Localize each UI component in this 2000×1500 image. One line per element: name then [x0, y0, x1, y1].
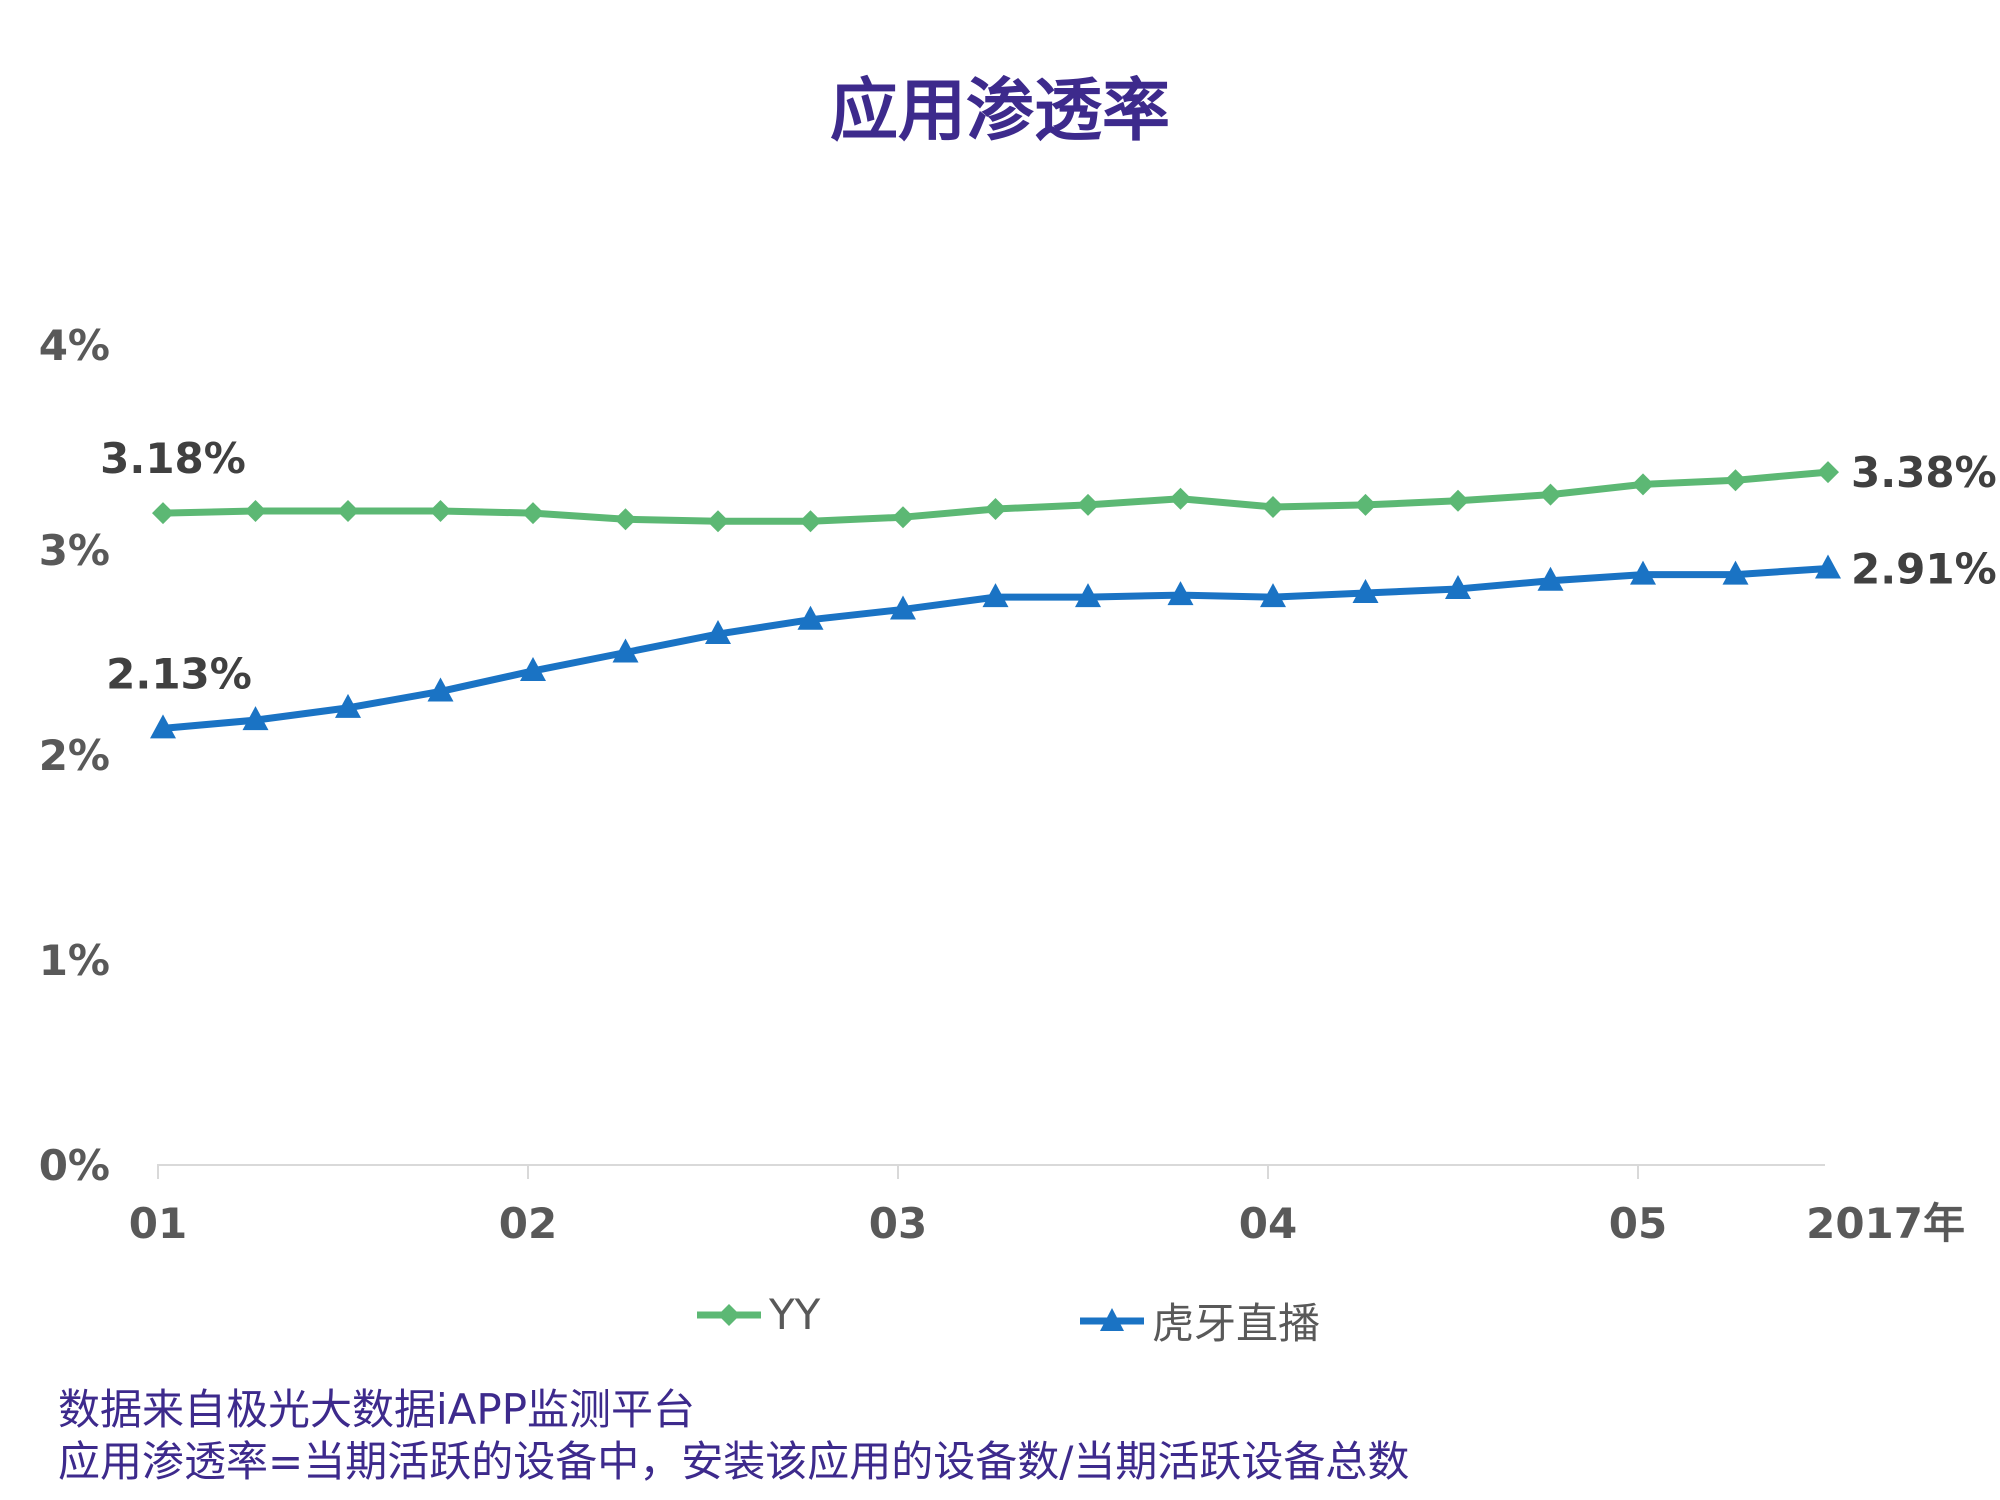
y-tick-label: 4%: [39, 321, 110, 370]
data-point-diamond: [799, 510, 822, 533]
x-tick-label: 03: [869, 1199, 927, 1248]
data-point-triangle: [1445, 574, 1471, 599]
data-point-triangle: [1260, 583, 1286, 608]
data-point-diamond: [1354, 493, 1377, 516]
data-point-triangle: [1352, 579, 1379, 604]
data-point-diamond: [614, 508, 637, 531]
data-point-diamond: [1262, 495, 1284, 518]
series-markers: [150, 461, 1841, 739]
x-tick-label: 05: [1609, 1199, 1667, 1248]
data-point-triangle: [1167, 581, 1194, 606]
data-point-triangle: [1075, 583, 1101, 608]
data-point-diamond: [1447, 489, 1469, 512]
data-point-triangle: [982, 583, 1009, 608]
data-point-triangle: [242, 706, 269, 731]
data-labels: 3.18% 3.38% 2.13% 2.91%: [100, 434, 1997, 698]
legend-label-huya: 虎牙直播: [1152, 1299, 1321, 1348]
data-point-triangle: [1815, 554, 1841, 579]
y-tick-label: 2%: [39, 731, 110, 780]
data-point-diamond: [1817, 461, 1839, 484]
data-point-diamond: [892, 506, 914, 529]
data-point-triangle: [797, 605, 824, 630]
data-point-triangle: [1722, 560, 1749, 585]
data-point-diamond: [1632, 473, 1654, 496]
x-tick-label: 04: [1239, 1199, 1297, 1248]
chart-title: 应用渗透率: [829, 72, 1170, 151]
note-definition: 应用渗透率=当期活跃的设备中，安装该应用的设备数/当期活跃设备总数: [58, 1437, 1410, 1486]
data-label-last: 2.91%: [1851, 544, 1997, 593]
data-point-triangle: [427, 677, 454, 702]
x-tick-label: 01: [129, 1199, 187, 1248]
line-chart: 0% 1% 2% 3% 4% 01 02 03 04 05 2017年 3.18% 3.38% 2.1…: [39, 321, 1997, 1248]
data-point-diamond: [337, 500, 359, 523]
data-point-diamond: [1724, 469, 1747, 492]
data-point-diamond: [429, 500, 452, 523]
y-tick-label: 1%: [39, 936, 110, 985]
data-point-diamond: [1077, 493, 1099, 516]
y-axis-ticks: 0% 1% 2% 3% 4%: [39, 321, 110, 1190]
data-point-triangle: [520, 656, 546, 681]
data-label-first: 2.13%: [106, 649, 252, 698]
data-point-triangle: [335, 693, 361, 718]
legend-diamond-icon: [697, 1303, 761, 1326]
data-point-triangle: [150, 714, 176, 739]
legend-item-huya: 虎牙直播: [1078, 1290, 1320, 1351]
x-axis: 01 02 03 04 05 2017年: [129, 1164, 1965, 1248]
legend-label-yy: YY: [769, 1290, 821, 1339]
data-point-triangle: [612, 638, 639, 663]
y-tick-label: 3%: [39, 526, 110, 575]
data-point-diamond: [1169, 487, 1192, 510]
legend-item-yy: YY: [695, 1290, 820, 1339]
source-notes: 数据来自极光大数据iAPP监测平台 应用渗透率=当期活跃的设备中，安装该应用的设…: [58, 1384, 1409, 1488]
data-point-diamond: [244, 500, 267, 523]
data-point-diamond: [707, 510, 729, 533]
data-point-diamond: [1539, 483, 1562, 506]
data-point-triangle: [705, 620, 731, 645]
data-point-diamond: [152, 502, 174, 525]
data-point-triangle: [890, 595, 916, 620]
data-point-diamond: [522, 502, 544, 525]
legend: YY 虎牙直播: [0, 1290, 2000, 1350]
data-point-diamond: [984, 498, 1007, 520]
x-axis-unit-label: 2017年: [1806, 1199, 1965, 1248]
data-point-triangle: [1630, 560, 1656, 585]
y-tick-label: 0%: [39, 1141, 110, 1190]
note-source: 数据来自极光大数据iAPP监测平台: [58, 1385, 696, 1434]
data-label-last: 3.38%: [1851, 448, 1997, 497]
legend-triangle-icon: [1080, 1307, 1144, 1331]
x-tick-label: 02: [499, 1199, 557, 1248]
data-label-first: 3.18%: [100, 434, 246, 483]
data-point-triangle: [1537, 566, 1564, 591]
